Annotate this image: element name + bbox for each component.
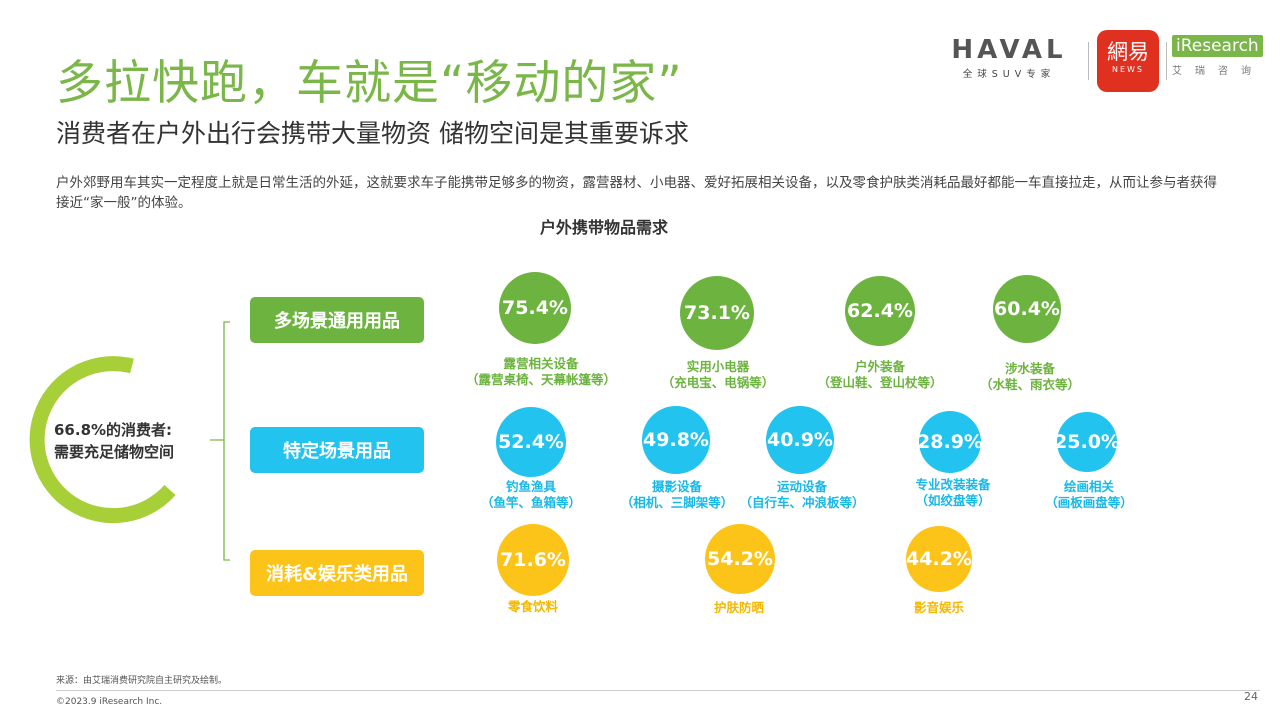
label-name: 钓鱼渔具: [505, 479, 556, 494]
arc-gauge: [29, 356, 176, 524]
netease-logo: 網易 NEWS: [1097, 30, 1159, 92]
label-name: 实用小电器: [686, 359, 750, 374]
label-water-gear: 涉水装备 （水鞋、雨衣等）: [930, 361, 1130, 393]
storage-demand-arc: [29, 356, 176, 524]
category-general: 多场景通用用品: [250, 297, 424, 343]
label-snacks: 零食饮料: [507, 599, 558, 614]
bubble-painting-gear: 25.0%: [1054, 412, 1120, 472]
label-detail: （鱼竿、鱼箱等）: [480, 495, 581, 510]
haval-logo-word: HAVAL: [951, 35, 1067, 65]
haval-logo-tagline: 全球SUV专家: [962, 69, 1056, 80]
label-camping-gear: 露营相关设备 （露营桌椅、天幕帐篷等）: [441, 356, 641, 388]
label-entertainment: 影音娱乐: [913, 600, 964, 615]
label-name: 户外装备: [854, 359, 905, 374]
bubble-water-gear: 60.4%: [993, 275, 1061, 343]
bubble-modification-gear: 28.9%: [917, 411, 983, 473]
logo-divider: [1166, 42, 1167, 80]
label-detail: （如绞盘等）: [915, 493, 991, 508]
iresearch-logo-tagline: 艾瑞咨询: [1172, 66, 1264, 77]
bracket-lines: [210, 321, 230, 561]
label-detail: （水鞋、雨衣等）: [979, 377, 1080, 392]
label-name: 涉水装备: [1004, 361, 1055, 376]
bubble-camping-gear: 75.4%: [499, 272, 571, 344]
footer-divider: [56, 690, 1260, 691]
label-name: 绘画相关: [1063, 479, 1114, 494]
category-specific: 特定场景用品: [250, 427, 424, 473]
label-painting-gear: 绘画相关 （画板画盘等）: [989, 479, 1189, 511]
page-number: 24: [1244, 690, 1258, 703]
label-detail: （登山鞋、登山杖等）: [817, 375, 943, 390]
netease-logo-sub: NEWS: [1111, 65, 1145, 74]
summary-text: 66.8%的消费者: 需要充足储物空间: [54, 419, 204, 463]
haval-logo: HAVAL 全球SUV专家: [938, 36, 1080, 80]
label-detail: （充电宝、电锅等）: [661, 375, 775, 390]
summary-line-2: 需要充足储物空间: [54, 443, 175, 461]
label-detail: （自行车、冲浪板等）: [739, 495, 865, 510]
label-fishing-gear: 钓鱼渔具 （鱼竿、鱼箱等）: [431, 479, 631, 511]
bubble-snacks: 71.6%: [497, 524, 569, 596]
label-camera-gear: 摄影设备 （相机、三脚架等）: [577, 479, 777, 511]
label-skincare: 护肤防晒: [713, 600, 764, 615]
source-note: 来源：由艾瑞消费研究院自主研究及绘制。: [56, 676, 228, 686]
label-name: 摄影设备: [651, 479, 702, 494]
label-detail: （相机、三脚架等）: [620, 495, 734, 510]
label-sports-gear: 运动设备 （自行车、冲浪板等）: [702, 479, 902, 511]
logo-divider: [1088, 42, 1089, 80]
page-subtitle: 消费者在户外出行会携带大量物资 储物空间是其重要诉求: [56, 119, 689, 148]
category-bracket: [210, 321, 230, 561]
label-modification-gear: 专业改装装备 （如绞盘等）: [853, 477, 1053, 509]
bubble-small-appliances: 73.1%: [680, 276, 754, 350]
label-detail: （露营桌椅、天幕帐篷等）: [465, 372, 616, 387]
label-name: 运动设备: [776, 479, 827, 494]
bubble-outdoor-gear: 62.4%: [845, 276, 915, 346]
description-text: 户外郊野用车其实一定程度上就是日常生活的外延，这就要求车子能携带足够多的物资，露…: [56, 175, 1217, 211]
summary-line-1: 66.8%的消费者:: [54, 421, 173, 439]
label-outdoor-gear: 户外装备 （登山鞋、登山杖等）: [780, 359, 980, 391]
label-small-appliances: 实用小电器 （充电宝、电锅等）: [618, 359, 818, 391]
bubble-sports-gear: 40.9%: [766, 406, 834, 474]
bubble-camera-gear: 49.8%: [642, 406, 710, 474]
label-name: 专业改装装备: [915, 477, 991, 492]
label-name: 露营相关设备: [503, 356, 579, 371]
bubble-entertainment: 44.2%: [906, 526, 972, 592]
page-title: 多拉快跑，车就是“移动的家”: [56, 56, 683, 111]
bubble-skincare: 54.2%: [705, 524, 775, 594]
iresearch-logo-word: iResearch: [1172, 35, 1263, 57]
iresearch-logo: iResearch 艾瑞咨询: [1172, 35, 1264, 77]
chart-title: 户外携带物品需求: [540, 218, 669, 237]
category-consumables: 消耗&娱乐类用品: [250, 550, 424, 596]
netease-logo-word: 網易: [1107, 40, 1149, 64]
label-detail: （画板画盘等）: [1045, 495, 1133, 510]
copyright: ©2023.9 iResearch Inc.: [56, 697, 163, 707]
bubble-fishing-gear: 52.4%: [496, 407, 566, 477]
